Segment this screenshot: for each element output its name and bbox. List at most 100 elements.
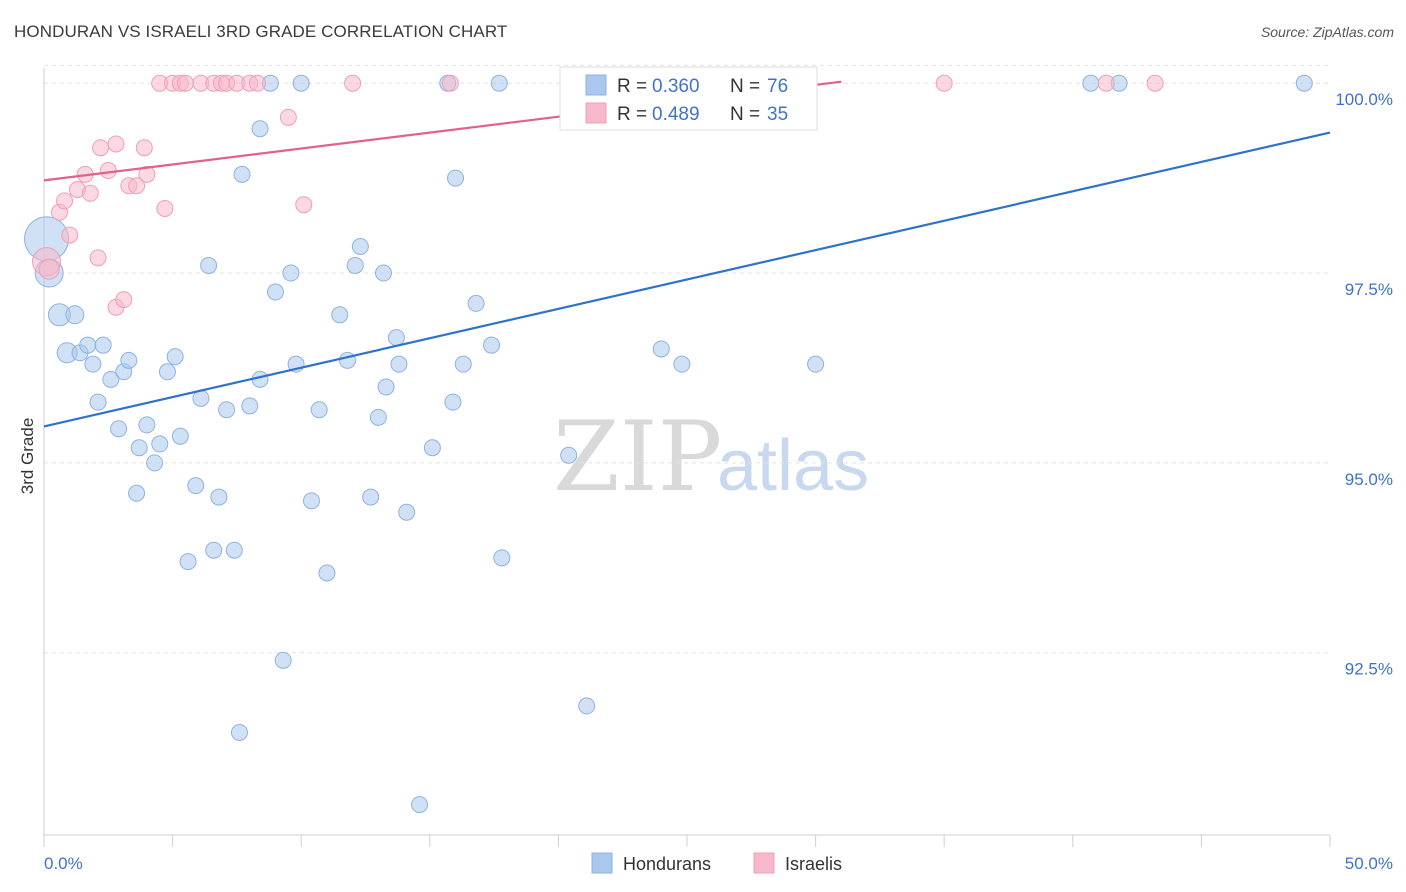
- data-point: [351, 237, 369, 255]
- data-point: [282, 264, 300, 282]
- data-point: [266, 283, 284, 301]
- data-point: [84, 355, 102, 373]
- correlation-legend: R = 0.360 N = 76 R = 0.489 N = 35: [559, 66, 818, 131]
- data-point: [102, 370, 120, 388]
- legend-r-label-2: R =: [617, 104, 647, 125]
- series-label-israelis: Israelis: [785, 854, 842, 874]
- data-point: [171, 427, 189, 445]
- hondurans-points: [24, 74, 1313, 814]
- legend-r-label-1: R =: [617, 76, 647, 97]
- data-point: [38, 258, 60, 280]
- legend-swatch-israelis: [585, 102, 607, 124]
- data-point: [1146, 74, 1164, 92]
- data-point: [218, 401, 236, 419]
- data-point: [205, 541, 223, 559]
- series-legend: Hondurans Israelis: [591, 852, 842, 874]
- legend-r-value-1: 0.360: [652, 76, 700, 97]
- watermark-zip: ZIP: [553, 401, 722, 513]
- data-point: [1097, 74, 1115, 92]
- data-point: [200, 256, 218, 274]
- data-point: [156, 199, 174, 217]
- y-tick-label: 100.0%: [1335, 90, 1393, 109]
- data-point: [241, 397, 259, 415]
- data-point: [225, 541, 243, 559]
- legend-n-label-1: N =: [730, 76, 760, 97]
- data-point: [279, 108, 297, 126]
- data-point: [1295, 74, 1313, 92]
- legend-n-value-1: 76: [767, 76, 788, 97]
- data-point: [387, 329, 405, 347]
- data-point: [454, 355, 472, 373]
- legend-swatch-hondurans: [585, 74, 607, 96]
- data-point: [318, 564, 336, 582]
- data-point: [251, 120, 269, 138]
- data-point: [377, 378, 395, 396]
- data-point: [467, 294, 485, 312]
- data-point: [176, 74, 194, 92]
- data-point: [120, 351, 138, 369]
- data-point: [560, 446, 578, 464]
- data-point: [295, 196, 313, 214]
- data-point: [158, 363, 176, 381]
- data-point: [135, 139, 153, 157]
- data-point: [375, 264, 393, 282]
- data-point: [89, 249, 107, 267]
- series-swatch-hondurans: [591, 852, 613, 874]
- trend-lines: [43, 80, 1331, 428]
- data-point: [166, 348, 184, 366]
- data-point: [578, 697, 596, 715]
- data-point: [230, 723, 248, 741]
- x-tick-max: 50.0%: [1345, 854, 1393, 873]
- data-point: [423, 439, 441, 457]
- data-point: [362, 488, 380, 506]
- data-point: [138, 165, 156, 183]
- watermark: ZIP atlas: [553, 401, 869, 513]
- data-point: [138, 416, 156, 434]
- data-point: [128, 177, 146, 195]
- data-point: [302, 492, 320, 510]
- data-point: [146, 454, 164, 472]
- axes: [43, 68, 1331, 847]
- data-point: [441, 74, 459, 92]
- data-point: [89, 393, 107, 411]
- data-point: [444, 393, 462, 411]
- legend-n-label-2: N =: [730, 104, 760, 125]
- data-point: [128, 484, 146, 502]
- data-point: [81, 184, 99, 202]
- data-point: [248, 74, 266, 92]
- data-point: [310, 401, 328, 419]
- data-point: [130, 439, 148, 457]
- data-point: [483, 336, 501, 354]
- data-point: [179, 553, 197, 571]
- data-point: [292, 74, 310, 92]
- data-point: [61, 226, 79, 244]
- series-label-hondurans: Hondurans: [623, 854, 711, 874]
- data-point: [92, 139, 110, 157]
- trend-line-hondurans: [43, 131, 1331, 428]
- data-point: [99, 162, 117, 180]
- data-point: [151, 435, 169, 453]
- legend-n-value-2: 35: [767, 104, 788, 125]
- data-point: [411, 796, 429, 814]
- data-point: [110, 420, 128, 438]
- data-point: [331, 306, 349, 324]
- data-point: [346, 256, 364, 274]
- data-point: [274, 651, 292, 669]
- data-point: [398, 503, 416, 521]
- series-swatch-israelis: [753, 852, 775, 874]
- y-tick-label: 92.5%: [1345, 660, 1393, 679]
- y-axis-label: 3rd Grade: [18, 418, 37, 495]
- data-point: [94, 336, 112, 354]
- y-tick-label: 97.5%: [1345, 280, 1393, 299]
- watermark-atlas: atlas: [717, 426, 869, 506]
- data-point: [447, 169, 465, 187]
- data-point: [210, 488, 228, 506]
- data-point: [935, 74, 953, 92]
- data-point: [490, 74, 508, 92]
- x-tick-min: 0.0%: [44, 854, 83, 873]
- data-point: [107, 135, 125, 153]
- data-point: [79, 336, 97, 354]
- data-point: [65, 305, 85, 325]
- y-tick-labels: 92.5% 95.0% 97.5% 100.0%: [1335, 90, 1393, 679]
